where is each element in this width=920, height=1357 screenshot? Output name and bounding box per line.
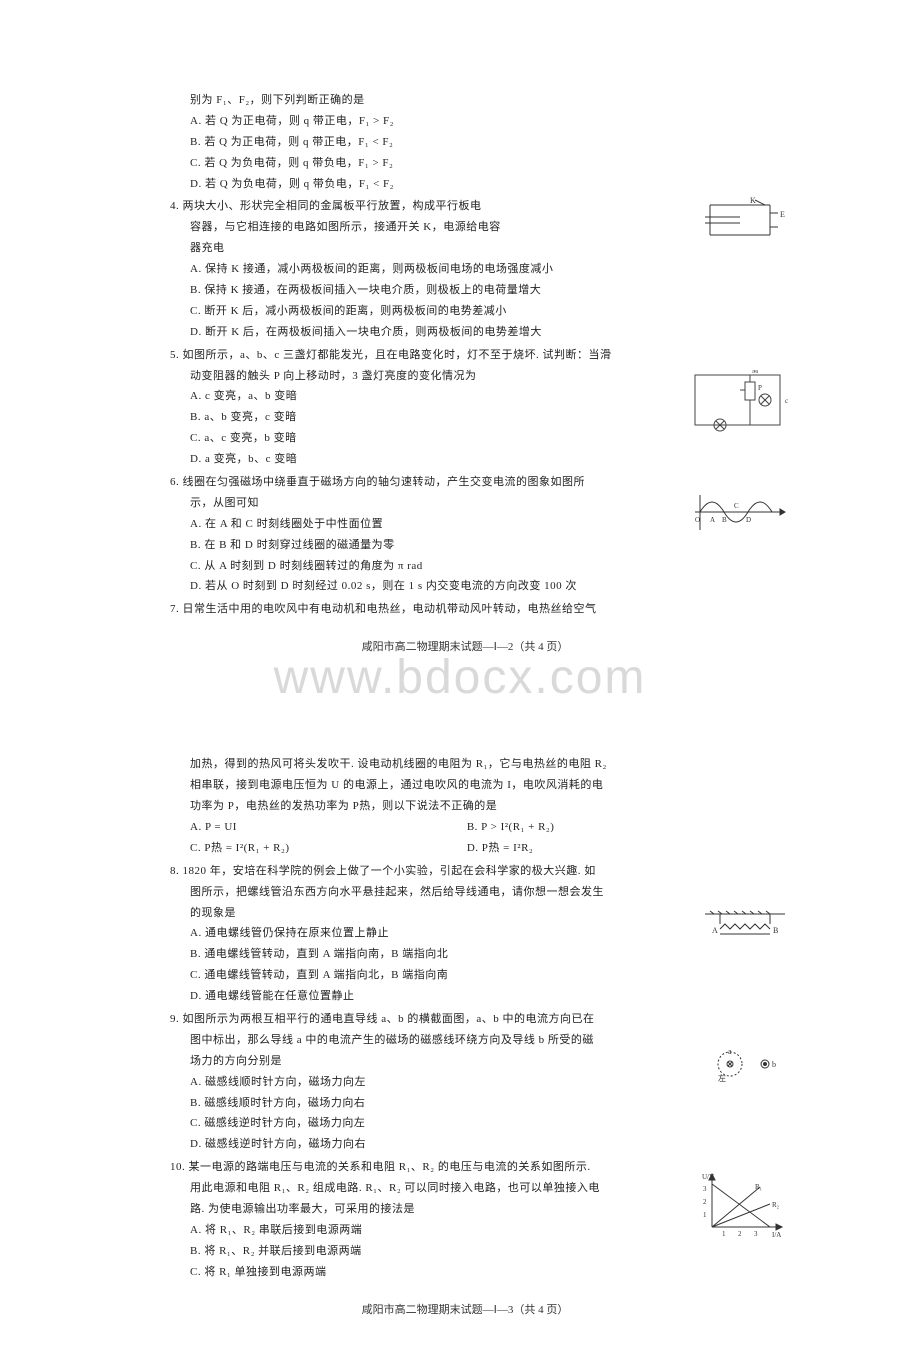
- q9-stem-2: 图中标出，那么导线 a 中的电流产生的磁场的磁感线环绕方向及导线 b 所受的磁: [170, 1030, 760, 1051]
- q4-stem-1: 4. 两块大小、形状完全相同的金属板平行放置，构成平行板电: [170, 196, 760, 217]
- q9-stem-3: 场力的方向分别是: [170, 1051, 760, 1072]
- q5-opt-d: D. a 变亮，b、c 变暗: [170, 449, 760, 470]
- q10-opt-b: B. 将 R₁、R₂ 并联后接到电源两端: [170, 1241, 760, 1262]
- q7-cont-1: 加热，得到的热风可将头发吹干. 设电动机线圈的电阻为 R₁，它与电热丝的电阻 R…: [170, 754, 760, 775]
- q10-stem-3: 路. 为使电源输出功率最大，可采用的接法是: [170, 1199, 760, 1220]
- q8-opt-b: B. 通电螺线管转动，直到 A 端指向南，B 端指向北: [170, 944, 760, 965]
- q7-opt-c: C. P热 = I²(R₁ + R₂): [190, 838, 464, 859]
- q7-opt-a: A. P = UI: [190, 817, 464, 838]
- q4-stem-2: 容器，与它相连接的电路如图所示，接通开关 K，电源给电容: [170, 217, 760, 238]
- page-footer-3: 咸阳市高二物理期末试题—Ⅰ—3（共 4 页）: [170, 1301, 760, 1317]
- q3-opt-d: D. 若 Q 为负电荷，则 q 带负电，F₁ < F₂: [170, 174, 760, 195]
- svg-text:I/A: I/A: [772, 1231, 781, 1239]
- q5-opt-a: A. c 变亮，a、b 变暗: [170, 386, 760, 407]
- q9-opt-b: B. 磁感线顺时针方向，磁场力向右: [170, 1093, 760, 1114]
- q9-opt-d: D. 磁感线逆时针方向，磁场力向右: [170, 1134, 760, 1155]
- q10-opt-a: A. 将 R₁、R₂ 串联后接到电源两端: [170, 1220, 760, 1241]
- q6-opt-d: D. 若从 O 时刻到 D 时刻经过 0.02 s，则在 1 s 内交变电流的方…: [170, 576, 760, 597]
- q8-opt-d: D. 通电螺线管能在任意位置静止: [170, 986, 760, 1007]
- q8-opt-a: A. 通电螺线管仍保持在原来位置上静止: [170, 923, 760, 944]
- svg-text:B: B: [773, 926, 778, 935]
- q6-stem-2: 示，从图可知: [170, 493, 760, 514]
- q5-opt-b: B. a、b 变亮，c 变暗: [170, 407, 760, 428]
- q3-opt-a: A. 若 Q 为正电荷，则 q 带正电，F₁ > F₂: [170, 111, 760, 132]
- q4-stem-3: 器充电: [170, 238, 760, 259]
- svg-text:c: c: [785, 397, 788, 405]
- q10-stem-1: 10. 某一电源的路端电压与电流的关系和电阻 R₁、R₂ 的电压与电流的关系如图…: [170, 1157, 760, 1178]
- q9-opt-a: A. 磁感线顺时针方向，磁场力向左: [170, 1072, 760, 1093]
- q8-opt-c: C. 通电螺线管转动，直到 A 端指向北，B 端指向南: [170, 965, 760, 986]
- q10-opt-c: C. 将 R₁ 单独接到电源两端: [170, 1262, 760, 1283]
- q3-stem-tail: 别为 F₁、F₂，则下列判断正确的是: [170, 90, 760, 111]
- q7-cont-2: 相串联，接到电源电压恒为 U 的电源上，通过电吹风的电流为 I，电吹风消耗的电: [170, 775, 760, 796]
- q8-stem-1: 8. 1820 年，安培在科学院的例会上做了一个小实验，引起在会科学家的极大兴趣…: [170, 861, 760, 882]
- exam-page-2: 别为 F₁、F₂，则下列判断正确的是 A. 若 Q 为正电荷，则 q 带正电，F…: [0, 0, 920, 694]
- q9-stem-1: 9. 如图所示为两根互相平行的通电直导线 a、b 的横截面图，a、b 中的电流方…: [170, 1009, 760, 1030]
- q7-stem: 7. 日常生活中用的电吹风中有电动机和电热丝，电动机带动风叶转动，电热丝给空气: [170, 599, 760, 620]
- q7-cont-3: 功率为 P，电热丝的发热功率为 P热，则以下说法不正确的是: [170, 796, 760, 817]
- q4-opt-a: A. 保持 K 接通，减小两极板间的距离，则两极板间电场的电场强度减小: [170, 259, 760, 280]
- svg-text:b: b: [772, 1060, 776, 1069]
- q5-opt-c: C. a、c 变亮，b 变暗: [170, 428, 760, 449]
- q5-stem-2: 动变阻器的触头 P 向上移动时，3 盏灯亮度的变化情况为: [170, 366, 760, 387]
- q4-opt-d: D. 断开 K 后，在两极板间插入一块电介质，则两极板间的电势差增大: [170, 322, 760, 343]
- q4-opt-c: C. 断开 K 后，减小两极板间的距离，则两极板间的电势差减小: [170, 301, 760, 322]
- q8-stem-2: 图所示，把螺线管沿东西方向水平悬挂起来，然后给导线通电，请你想一想会发生: [170, 882, 760, 903]
- svg-text:R₂: R₂: [772, 1201, 780, 1209]
- q3-opt-b: B. 若 Q 为正电荷，则 q 带正电，F₁ < F₂: [170, 132, 760, 153]
- q6-stem-1: 6. 线圈在匀强磁场中绕垂直于磁场方向的轴匀速转动，产生交变电流的图象如图所: [170, 472, 760, 493]
- q6-opt-a: A. 在 A 和 C 时刻线圈处于中性面位置: [170, 514, 760, 535]
- q8-stem-3: 的现象是: [170, 903, 760, 924]
- q7-opts-row2: C. P热 = I²(R₁ + R₂) D. P热 = I²R₂: [170, 838, 760, 859]
- q7-opt-b: B. P > I²(R₁ + R₂): [467, 817, 741, 838]
- q4-opt-b: B. 保持 K 接通，在两极板间插入一块电介质，则极板上的电荷量增大: [170, 280, 760, 301]
- q7-opts-row1: A. P = UI B. P > I²(R₁ + R₂): [170, 817, 760, 838]
- page-footer-2: 咸阳市高二物理期末试题—Ⅰ—2（共 4 页）: [170, 638, 760, 654]
- q5-stem-1: 5. 如图所示，a、b、c 三盏灯都能发光，且在电路变化时，灯不至于烧坏. 试判…: [170, 345, 760, 366]
- q6-opt-b: B. 在 B 和 D 时刻穿过线圈的磁通量为零: [170, 535, 760, 556]
- q3-opt-c: C. 若 Q 为负电荷，则 q 带负电，F₁ > F₂: [170, 153, 760, 174]
- q7-opt-d: D. P热 = I²R₂: [467, 838, 741, 859]
- q10-stem-2: 用此电源和电阻 R₁、R₂ 组成电路. R₁、R₂ 可以同时接入电路，也可以单独…: [170, 1178, 760, 1199]
- svg-text:E: E: [780, 210, 785, 219]
- exam-page-3: 加热，得到的热风可将头发吹干. 设电动机线圈的电阻为 R₁，它与电热丝的电阻 R…: [0, 694, 920, 1356]
- q6-opt-c: C. 从 A 时刻到 D 时刻线圈转过的角度为 π rad: [170, 556, 760, 577]
- q9-opt-c: C. 磁感线逆时针方向，磁场力向左: [170, 1113, 760, 1134]
